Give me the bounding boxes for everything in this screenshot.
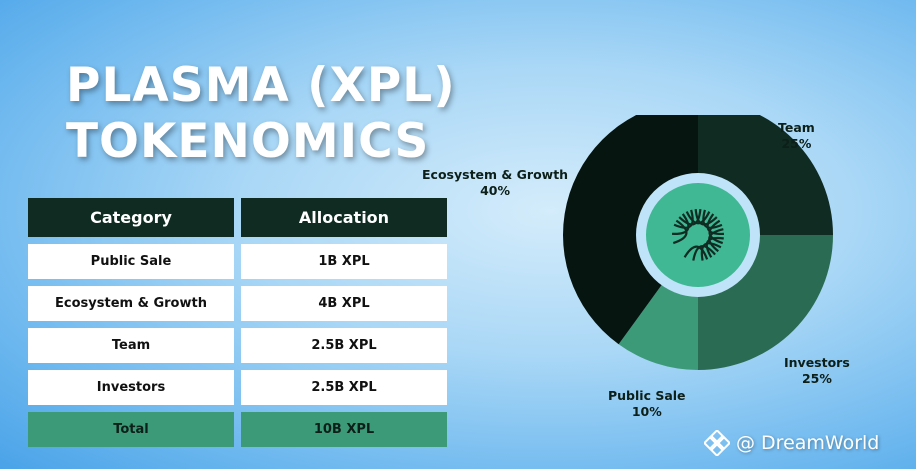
donut-center: [646, 183, 750, 287]
logo-stroke: [671, 213, 690, 235]
logo-stroke: [706, 213, 725, 235]
table-row: Investors 2.5B XPL: [28, 370, 448, 405]
label-investors-name: Investors: [784, 355, 850, 370]
table-total-row: Total 10B XPL: [28, 412, 448, 447]
logo-stroke: [692, 245, 716, 261]
plasma-logo-icon: [671, 208, 725, 261]
logo-stroke: [700, 242, 722, 261]
slice-investors: [698, 235, 833, 370]
slice-public-sale: [618, 283, 698, 370]
watermark: @ DreamWorld: [704, 430, 879, 456]
label-investors: Investors 25%: [784, 355, 850, 387]
category-cell: Investors: [28, 370, 234, 405]
binance-logo-icon: [704, 430, 730, 456]
label-public-sale: Public Sale 10%: [608, 388, 686, 420]
logo-stroke: [673, 209, 694, 229]
label-public-sale-value: 10%: [631, 404, 662, 419]
title-line-2: TOKENOMICS: [66, 114, 430, 169]
watermark-text: @ DreamWorld: [736, 432, 880, 454]
slice-team: [698, 115, 833, 235]
label-team-value: 25%: [781, 136, 812, 151]
label-investors-value: 25%: [801, 371, 832, 386]
category-cell: Team: [28, 328, 234, 363]
label-public-sale-name: Public Sale: [608, 388, 686, 403]
label-ecosystem-growth: Ecosystem & Growth 40%: [422, 167, 568, 199]
slice-ecosystem-growth: [563, 115, 698, 345]
label-team: Team 25%: [778, 120, 815, 152]
label-team-name: Team: [778, 120, 815, 135]
total-label-cell: Total: [28, 412, 234, 447]
logo-stroke: [672, 219, 688, 245]
logo-stroke: [685, 211, 711, 225]
header-category: Category: [28, 198, 234, 237]
table-row: Team 2.5B XPL: [28, 328, 448, 363]
allocation-cell: 2.5B XPL: [241, 328, 447, 363]
title-line-1: PLASMA (XPL): [66, 58, 456, 113]
table-row: Public Sale 1B XPL: [28, 244, 448, 279]
logo-stroke: [678, 209, 702, 226]
logo-stroke: [708, 219, 724, 245]
category-cell: Ecosystem & Growth: [28, 286, 234, 321]
allocation-table: Category Allocation Public Sale 1B XPL E…: [28, 198, 448, 454]
label-ecosystem-growth-value: 40%: [480, 183, 510, 198]
allocation-cell: 2.5B XPL: [241, 370, 447, 405]
header-allocation: Allocation: [241, 198, 447, 237]
category-cell: Public Sale: [28, 244, 234, 279]
total-value-cell: 10B XPL: [241, 412, 447, 447]
donut-slices: [563, 115, 833, 370]
table-row: Ecosystem & Growth 4B XPL: [28, 286, 448, 321]
logo-stroke: [708, 228, 724, 253]
label-ecosystem-growth-name: Ecosystem & Growth: [422, 167, 569, 182]
logo-stroke: [683, 245, 709, 260]
logo-stroke: [702, 209, 723, 229]
allocation-cell: 1B XPL: [241, 244, 447, 279]
allocation-cell: 4B XPL: [241, 286, 447, 321]
logo-stroke: [705, 236, 724, 258]
table-header-row: Category Allocation: [28, 198, 448, 237]
page-title: PLASMA (XPL) TOKENOMICS: [66, 58, 456, 170]
logo-stroke: [694, 208, 718, 226]
donut-chart: [563, 115, 833, 370]
